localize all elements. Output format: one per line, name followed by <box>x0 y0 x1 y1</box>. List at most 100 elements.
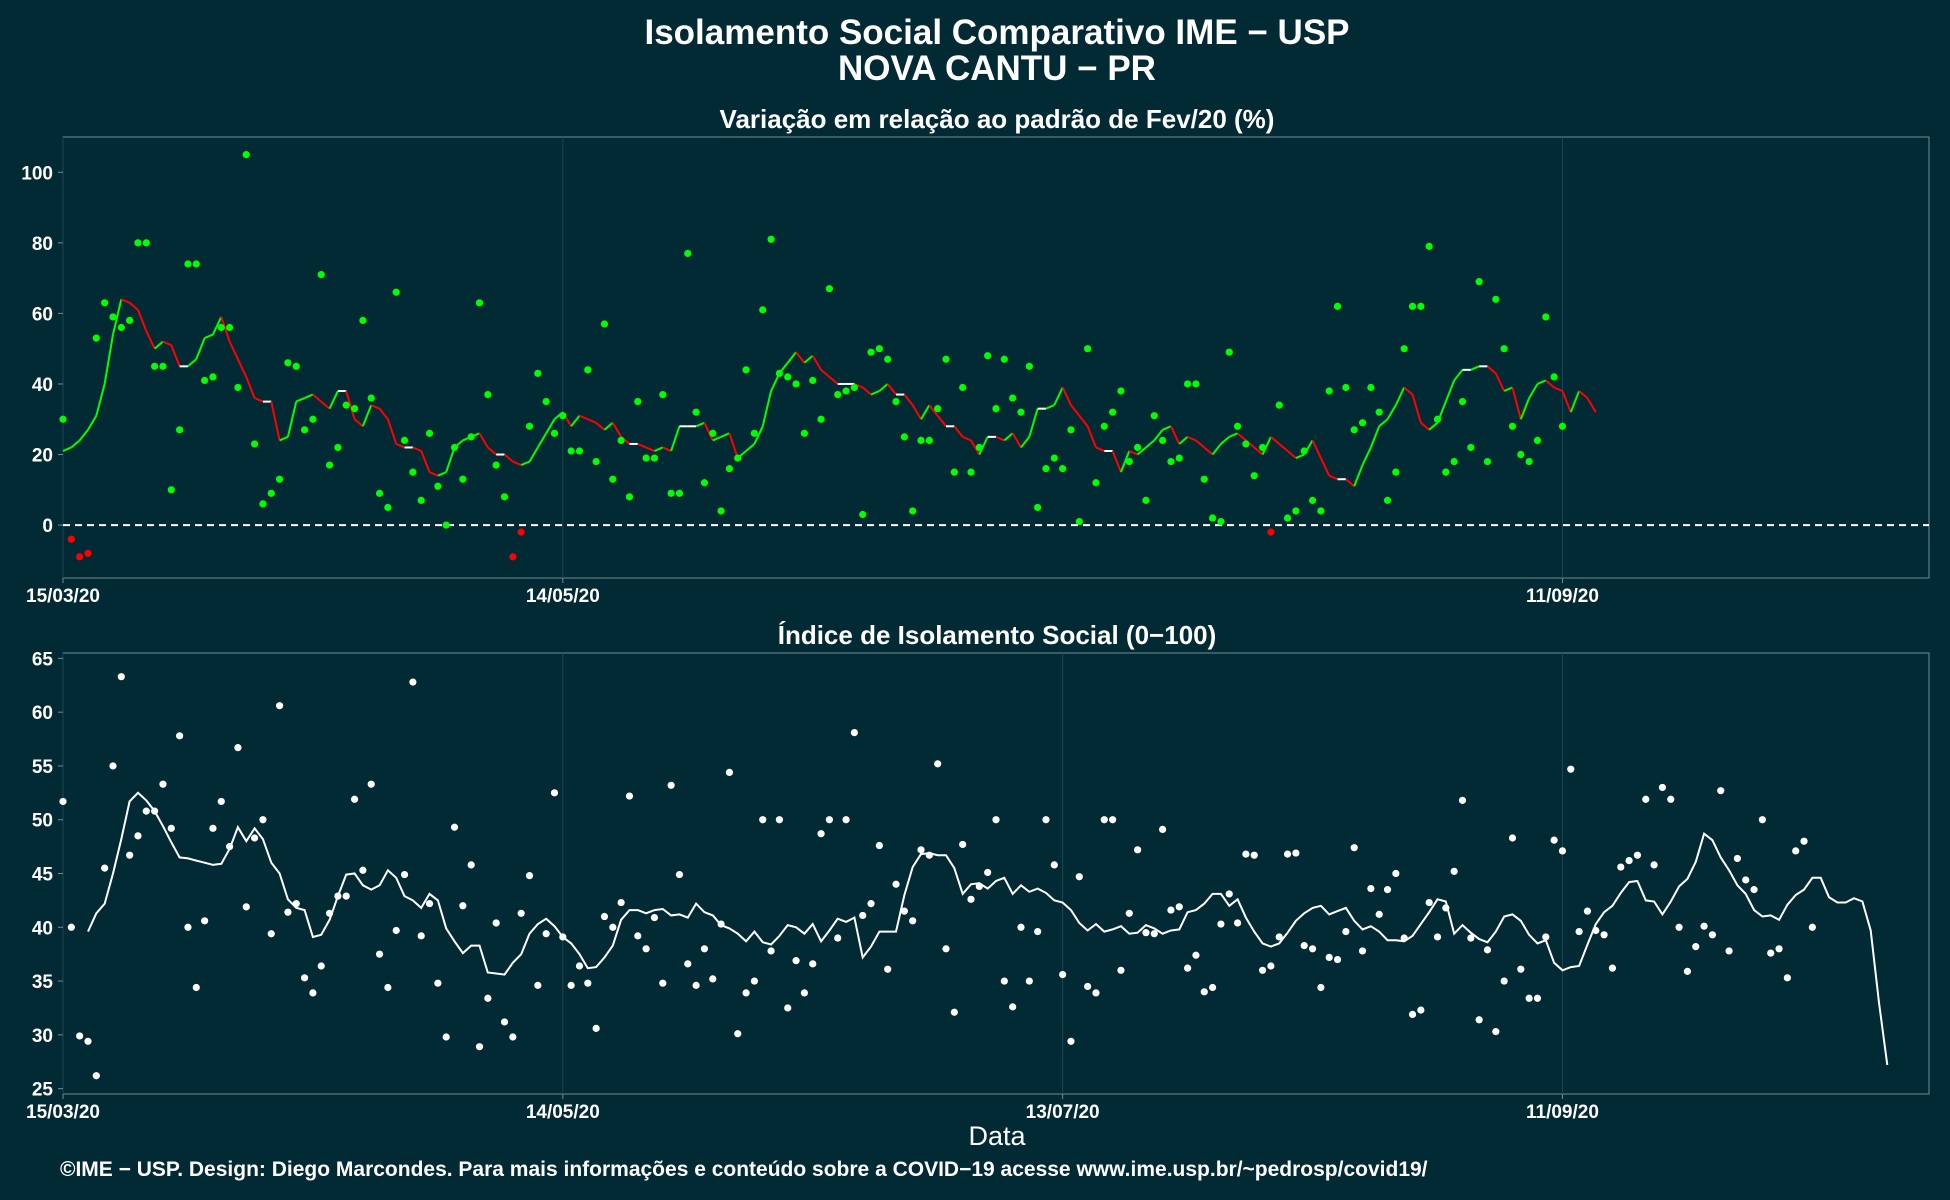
data-point <box>750 977 759 985</box>
data-point <box>1134 846 1142 854</box>
moving-average-segment <box>361 404 373 427</box>
moving-average-segment <box>228 341 239 360</box>
data-point <box>1100 422 1108 430</box>
data-point <box>1692 943 1700 951</box>
data-point <box>650 914 659 922</box>
data-point <box>184 923 192 931</box>
data-point <box>1442 904 1450 912</box>
data-point <box>1075 517 1083 526</box>
data-point <box>1667 795 1675 803</box>
data-point <box>492 919 500 927</box>
data-point <box>475 299 484 307</box>
moving-average-segment <box>1319 457 1331 477</box>
data-point <box>1217 517 1225 526</box>
moving-average-segment <box>1511 387 1522 420</box>
data-point <box>1292 849 1300 857</box>
moving-average-segment <box>595 422 606 431</box>
data-point <box>1383 886 1392 894</box>
chart-title: Isolamento Social Comparativo IME − USP <box>644 13 1349 52</box>
data-point <box>1075 873 1083 881</box>
data-point <box>825 816 833 824</box>
data-point <box>1267 962 1275 970</box>
moving-average-segment <box>1011 432 1022 448</box>
data-point <box>417 932 425 940</box>
data-point <box>1675 923 1683 931</box>
data-point <box>1575 927 1583 936</box>
moving-average-segment <box>312 393 322 403</box>
data-point <box>1109 408 1117 416</box>
data-point <box>1792 847 1800 855</box>
moving-average-segment <box>1311 439 1322 459</box>
data-point <box>1050 454 1058 462</box>
data-point <box>742 989 750 997</box>
data-point <box>984 352 992 360</box>
data-point <box>1067 426 1075 434</box>
data-point <box>817 415 825 423</box>
data-point <box>817 830 825 838</box>
data-point <box>1492 295 1500 303</box>
data-point <box>875 841 883 850</box>
moving-average-segment <box>429 471 439 477</box>
data-point <box>542 930 550 938</box>
data-point <box>1475 278 1483 286</box>
caption: ©IME − USP. Design: Diego Marcondes. Par… <box>60 1158 1428 1181</box>
data-point <box>167 824 175 832</box>
moving-average-segment <box>420 450 431 473</box>
data-point <box>909 507 917 515</box>
data-point <box>1300 941 1308 950</box>
y-tick-label: 35 <box>32 972 54 993</box>
data-point <box>209 373 217 381</box>
y-tick-label: 40 <box>32 918 53 939</box>
data-point <box>259 500 267 508</box>
data-point <box>1117 966 1125 974</box>
data-point <box>1525 457 1533 466</box>
data-point <box>1408 302 1417 310</box>
data-point <box>126 851 134 859</box>
data-point <box>1333 302 1342 310</box>
panel-1: 0 20 40 60 80 100 15/03/20 14/05/20 11/09/20 <box>21 137 1929 607</box>
data-point <box>825 285 833 293</box>
data-point <box>1558 847 1567 855</box>
moving-average-segment <box>1187 435 1197 442</box>
data-point <box>234 383 242 392</box>
data-point <box>517 528 525 536</box>
data-point <box>742 366 750 374</box>
data-point <box>392 926 400 935</box>
data-point <box>1375 408 1383 416</box>
moving-average-segment <box>962 435 972 442</box>
data-point <box>1483 946 1492 954</box>
moving-average-segment <box>936 415 947 427</box>
data-point <box>1567 765 1575 773</box>
y-tick-label: 0 <box>42 516 53 537</box>
data-point <box>1733 854 1742 863</box>
data-point <box>1208 514 1217 522</box>
data-point <box>800 989 809 997</box>
data-point <box>592 1024 600 1032</box>
data-point <box>1275 401 1283 409</box>
data-point <box>725 768 734 776</box>
moving-average-segment <box>1394 387 1406 406</box>
moving-average-segment <box>1519 397 1531 420</box>
data-point <box>1300 447 1308 455</box>
data-point <box>809 960 817 968</box>
data-point <box>359 866 367 874</box>
data-point <box>342 401 350 409</box>
data-point <box>1200 475 1208 483</box>
moving-average-segment <box>1345 478 1355 488</box>
y-tick-label: 60 <box>32 703 53 724</box>
data-point <box>709 975 717 983</box>
data-point <box>659 390 667 399</box>
data-point <box>1242 850 1250 858</box>
moving-average-segment <box>1286 450 1297 459</box>
data-point <box>151 362 159 370</box>
data-point <box>1608 964 1617 972</box>
moving-average-segment <box>728 433 739 459</box>
moving-average-segment <box>1578 390 1589 399</box>
data-point <box>625 792 634 800</box>
moving-average-segment <box>1361 447 1372 466</box>
data-point <box>1408 1010 1417 1019</box>
data-point <box>775 369 784 377</box>
moving-average-segment <box>220 316 231 342</box>
moving-average-segment <box>370 404 380 410</box>
data-point <box>1492 1028 1500 1036</box>
